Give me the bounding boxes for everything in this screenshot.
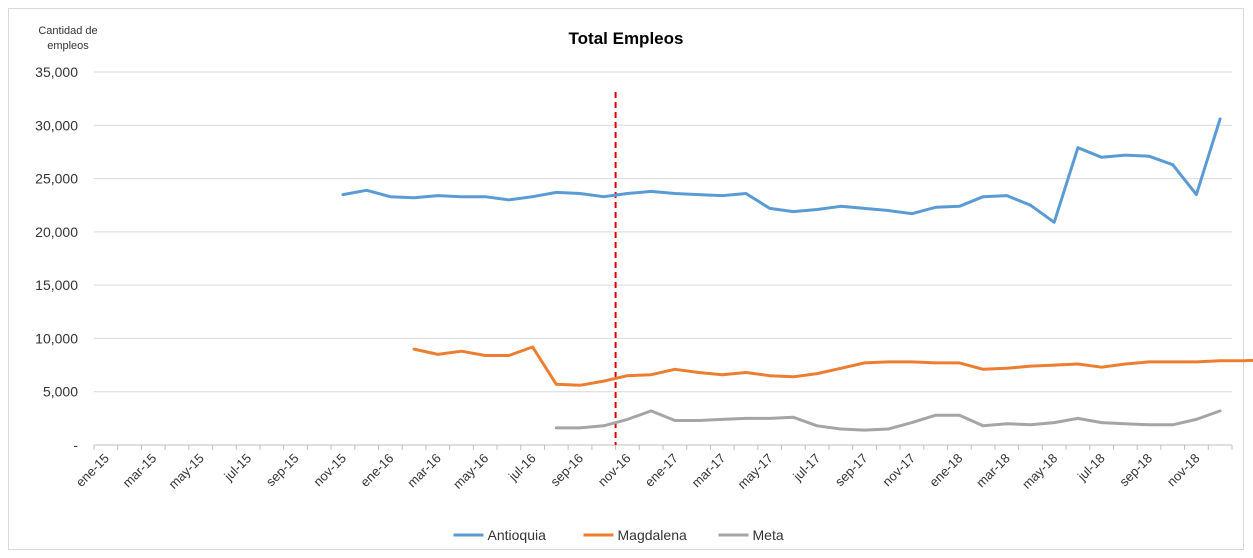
x-tick-label: sep-18 (1116, 451, 1155, 490)
y-tick-label: 30,000 (35, 117, 78, 133)
x-tick-label: sep-17 (832, 451, 871, 490)
y-tick-label: 25,000 (35, 171, 78, 187)
x-tick-label: may-17 (735, 451, 776, 492)
x-tick-label: jul-16 (505, 451, 539, 485)
legend-label-meta: Meta (753, 527, 784, 543)
x-tick-label: may-16 (450, 451, 491, 492)
series-line-meta (554, 409, 1222, 432)
x-tick-label: sep-16 (547, 451, 586, 490)
y-axis-label-line2: empleos (47, 40, 89, 52)
y-tick-label: 5,000 (43, 384, 78, 400)
legend-label-magdalena: Magdalena (618, 527, 687, 543)
chart-title: Total Empleos (569, 29, 684, 48)
x-tick-label: mar-18 (973, 451, 1013, 491)
x-tick-label: nov-15 (310, 451, 349, 490)
x-tick-label: ene-17 (642, 451, 681, 490)
series-lines (341, 117, 1253, 432)
legend-label-antioquia: Antioquia (488, 527, 547, 543)
x-tick-label: mar-15 (120, 451, 160, 491)
chart-frame (8, 8, 1244, 550)
x-tick-label: nov-18 (1164, 451, 1203, 490)
x-tick-label: ene-16 (357, 451, 396, 490)
x-tick-label: jul-18 (1074, 451, 1108, 485)
y-tick-label: 15,000 (35, 277, 78, 293)
y-tick-label: 20,000 (35, 224, 78, 240)
x-tick-label: mar-17 (689, 451, 729, 491)
y-tick-label: 35,000 (35, 64, 78, 80)
y-axis-ticks: - 5,000 10,000 15,000 20,000 25,000 30,000 35,0… (35, 64, 78, 453)
x-tick-label: may-18 (1019, 451, 1060, 492)
legend: Antioquia Magdalena Meta (453, 527, 784, 543)
x-tick-label: sep-15 (263, 451, 302, 490)
x-tick-label: jul-17 (789, 451, 823, 485)
y-tick-label: - (73, 437, 78, 453)
gridlines (94, 71, 1232, 446)
x-tick-label: nov-17 (879, 451, 918, 490)
x-tick-label: nov-16 (595, 451, 634, 490)
x-tick-label: ene-18 (926, 451, 965, 490)
y-axis-label-line1: Cantidad de (38, 25, 97, 37)
y-tick-label: 10,000 (35, 330, 78, 346)
x-axis-ticks: ene-15 mar-15 may-15 jul-15 sep-15 nov-15 ene-… (73, 445, 1233, 492)
x-tick-label: may-15 (166, 451, 207, 492)
x-tick-label: jul-15 (220, 451, 254, 485)
series-line-antioquia (341, 117, 1222, 224)
x-tick-label: ene-15 (73, 451, 112, 490)
x-tick-label: mar-16 (404, 451, 444, 491)
series-line-magdalena (412, 345, 1253, 387)
